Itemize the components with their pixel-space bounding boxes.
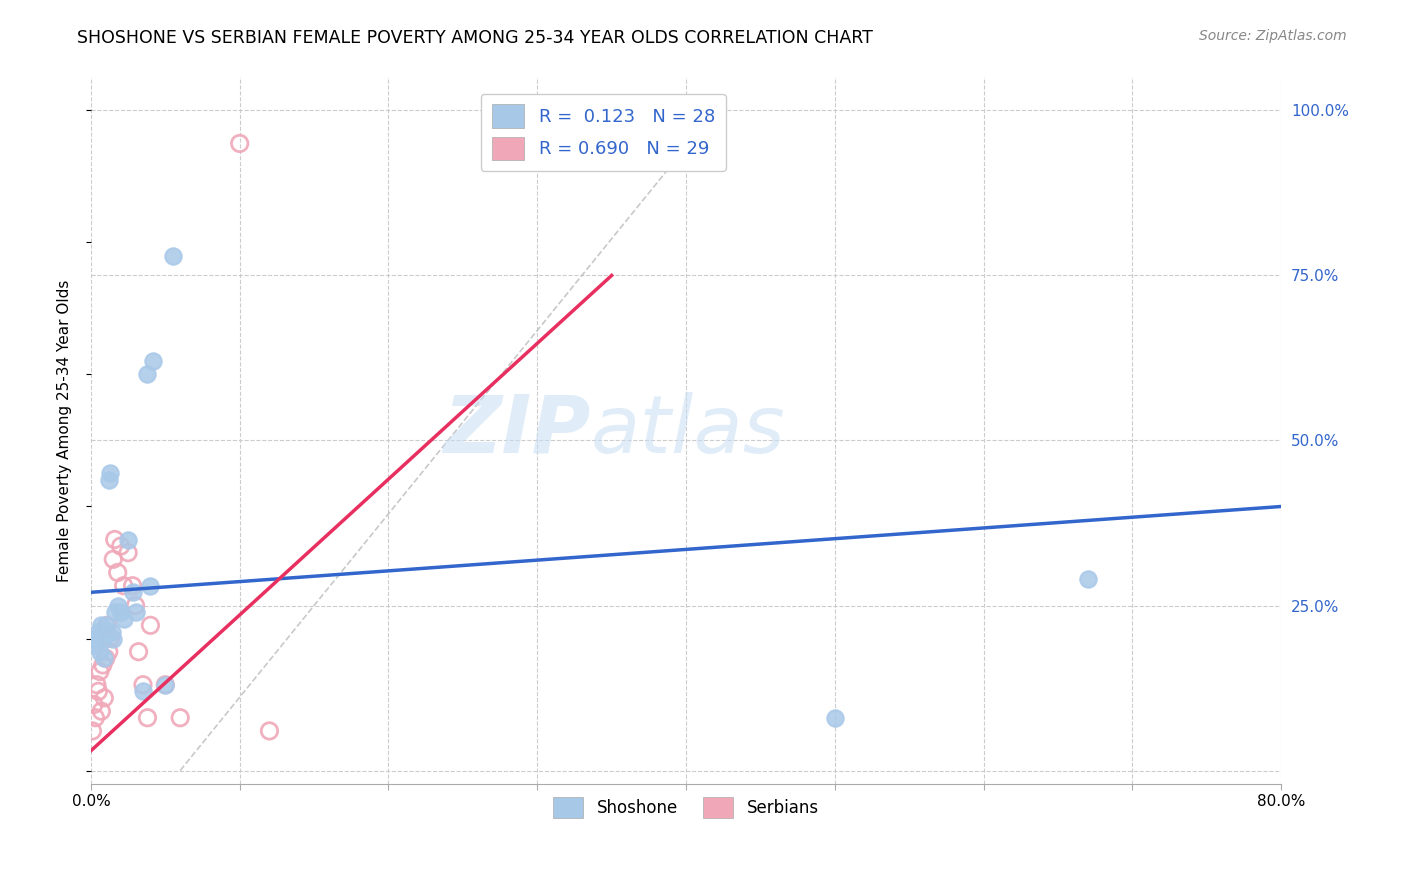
Point xyxy=(83,632,105,646)
Point xyxy=(84,711,107,725)
Point xyxy=(139,579,162,593)
Point xyxy=(94,618,117,632)
Point xyxy=(103,632,125,646)
Point xyxy=(121,585,143,599)
Text: atlas: atlas xyxy=(591,392,786,469)
Point xyxy=(107,599,129,613)
Point xyxy=(93,651,115,665)
Point xyxy=(136,711,159,725)
Point xyxy=(117,546,139,560)
Point xyxy=(82,723,104,738)
Point xyxy=(97,645,120,659)
Point xyxy=(121,579,143,593)
Point xyxy=(110,539,132,553)
Point xyxy=(83,698,105,712)
Point xyxy=(89,665,111,679)
Point xyxy=(90,618,112,632)
Point xyxy=(107,566,129,580)
Text: SHOSHONE VS SERBIAN FEMALE POVERTY AMONG 25-34 YEAR OLDS CORRELATION CHART: SHOSHONE VS SERBIAN FEMALE POVERTY AMONG… xyxy=(77,29,873,47)
Point xyxy=(132,678,155,692)
Point xyxy=(1077,572,1099,586)
Point xyxy=(93,690,115,705)
Point xyxy=(112,612,135,626)
Point xyxy=(94,651,117,665)
Point xyxy=(155,678,177,692)
Point xyxy=(155,678,177,692)
Point xyxy=(104,605,127,619)
Point xyxy=(110,605,132,619)
Point xyxy=(91,657,114,672)
Point xyxy=(142,354,165,368)
Text: Source: ZipAtlas.com: Source: ZipAtlas.com xyxy=(1199,29,1347,44)
Point xyxy=(98,632,121,646)
Point xyxy=(98,467,121,481)
Point xyxy=(112,579,135,593)
Point xyxy=(97,473,120,487)
Point xyxy=(228,136,250,151)
Point xyxy=(124,599,146,613)
Point xyxy=(84,638,107,652)
Point xyxy=(139,618,162,632)
Point xyxy=(124,605,146,619)
Y-axis label: Female Poverty Among 25-34 Year Olds: Female Poverty Among 25-34 Year Olds xyxy=(58,279,72,582)
Point xyxy=(100,624,122,639)
Point xyxy=(169,711,191,725)
Point xyxy=(136,368,159,382)
Point xyxy=(96,624,118,639)
Point xyxy=(117,533,139,547)
Point xyxy=(90,704,112,718)
Point xyxy=(104,533,127,547)
Point xyxy=(103,552,125,566)
Point xyxy=(86,678,108,692)
Point xyxy=(824,711,846,725)
Point xyxy=(89,645,111,659)
Point xyxy=(87,624,110,639)
Legend: Shoshone, Serbians: Shoshone, Serbians xyxy=(547,790,825,825)
Point xyxy=(132,684,155,698)
Point xyxy=(128,645,150,659)
Point xyxy=(259,723,281,738)
Point xyxy=(162,249,184,263)
Point xyxy=(91,632,114,646)
Point xyxy=(96,618,118,632)
Text: ZIP: ZIP xyxy=(443,392,591,469)
Point xyxy=(87,684,110,698)
